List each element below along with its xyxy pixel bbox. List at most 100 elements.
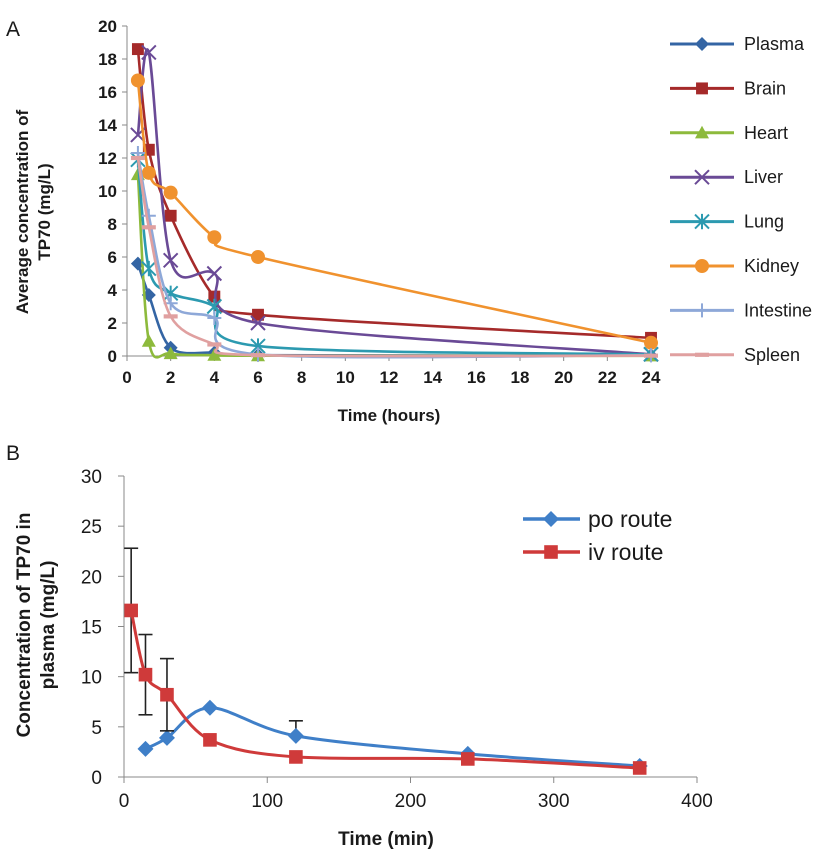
data-point-b bbox=[124, 603, 138, 618]
data-point-a bbox=[252, 308, 264, 321]
y-tick-label-b: 30 bbox=[81, 467, 102, 488]
x-tick-label-a: 22 bbox=[598, 368, 617, 387]
data-point-a bbox=[207, 311, 222, 326]
legend-marker-a bbox=[695, 259, 709, 273]
x-tick-label-a: 14 bbox=[423, 368, 442, 387]
data-point-a bbox=[141, 165, 156, 180]
legend-item-a-intestine: Intestine bbox=[670, 300, 812, 320]
data-point-b bbox=[201, 699, 218, 716]
x-tick-label-a: 12 bbox=[380, 368, 399, 387]
x-tick-label-a: 2 bbox=[166, 368, 175, 387]
x-tick-label-b: 200 bbox=[395, 791, 427, 812]
legend-item-b-iv: iv route bbox=[523, 539, 663, 565]
y-tick-label-b: 10 bbox=[81, 668, 102, 689]
x-tick-label-a: 16 bbox=[467, 368, 486, 387]
legend-label-a: Spleen bbox=[744, 345, 800, 365]
legend-marker-a bbox=[695, 352, 709, 357]
data-point-a bbox=[207, 230, 222, 245]
y-tick-label-a: 12 bbox=[98, 149, 117, 168]
legend-label-b: iv route bbox=[588, 539, 663, 565]
data-point-a bbox=[130, 73, 145, 88]
data-point-b bbox=[203, 733, 217, 747]
y-tick-label-a: 18 bbox=[98, 50, 117, 69]
series-a-lung bbox=[130, 151, 659, 363]
legend-item-a-heart: Heart bbox=[670, 123, 788, 143]
series-a-brain bbox=[131, 43, 657, 344]
y-axis-title-a-line1: Average concentration of bbox=[13, 109, 32, 314]
x-tick-label-b: 300 bbox=[538, 791, 570, 812]
panel-label-b: B bbox=[6, 442, 20, 465]
y-tick-label-a: 14 bbox=[98, 116, 117, 135]
data-point-a bbox=[162, 252, 179, 269]
data-point-b bbox=[160, 687, 174, 702]
x-tick-label-a: 20 bbox=[554, 368, 573, 387]
legend-marker-a bbox=[696, 82, 708, 95]
data-point-a bbox=[644, 335, 658, 350]
legend-marker-a bbox=[694, 213, 710, 230]
data-point-b bbox=[287, 727, 304, 744]
legend-label-a: Liver bbox=[744, 167, 783, 187]
data-point-a bbox=[141, 225, 156, 230]
data-point-a bbox=[130, 155, 145, 161]
y-tick-label-b: 5 bbox=[91, 718, 102, 739]
y-tick-label-b: 25 bbox=[81, 517, 102, 538]
legend-label-b: po route bbox=[588, 506, 672, 532]
legend-label-a: Heart bbox=[744, 123, 788, 143]
legend-marker-a bbox=[694, 169, 710, 185]
series-b-iv bbox=[124, 547, 647, 775]
x-tick-label-a: 0 bbox=[122, 368, 131, 387]
x-tick-label-b: 400 bbox=[681, 791, 713, 812]
x-tick-label-a: 18 bbox=[511, 368, 530, 387]
data-point-a bbox=[207, 342, 222, 347]
data-point-a bbox=[206, 265, 223, 282]
legend-b: po route iv route bbox=[523, 506, 672, 565]
y-axis-title-a-line2: TP70 (mg/L) bbox=[35, 163, 54, 260]
legend-item-a-liver: Liver bbox=[670, 167, 783, 187]
y-tick-label-a: 20 bbox=[98, 17, 117, 36]
data-point-a bbox=[141, 44, 157, 61]
x-tick-label-a: 8 bbox=[297, 368, 306, 387]
y-tick-label-b: 15 bbox=[81, 618, 102, 639]
y-tick-label-b: 0 bbox=[91, 768, 102, 789]
y-tick-label-a: 0 bbox=[108, 347, 117, 366]
y-axis-title-b: Concentration of TP70 in plasma (mg/L) bbox=[14, 513, 59, 738]
legend-marker-a bbox=[695, 125, 709, 139]
y-axis-title-b-line2: plasma (mg/L) bbox=[38, 561, 59, 690]
x-tick-label-b: 100 bbox=[251, 791, 283, 812]
data-point-a bbox=[163, 346, 178, 360]
data-point-a bbox=[163, 185, 178, 200]
legend-label-a: Intestine bbox=[744, 300, 812, 320]
legend-label-a: Lung bbox=[744, 212, 784, 232]
y-tick-label-a: 10 bbox=[98, 182, 117, 201]
data-point-b bbox=[461, 752, 475, 766]
y-axis-title-a: Average concentration of TP70 (mg/L) bbox=[13, 109, 54, 314]
data-point-a bbox=[141, 334, 156, 347]
x-tick-label-b: 0 bbox=[119, 791, 130, 812]
legend-a: Plasma Brain Heart Liver Lung Kidney Intestine… bbox=[670, 34, 812, 365]
legend-item-a-plasma: Plasma bbox=[670, 34, 805, 54]
data-point-a bbox=[163, 314, 178, 319]
series-a-kidney bbox=[130, 73, 658, 350]
data-point-a bbox=[251, 250, 265, 264]
data-point-a bbox=[207, 348, 222, 361]
data-point-a bbox=[131, 43, 144, 56]
legend-label-a: Plasma bbox=[744, 34, 805, 54]
y-tick-label-a: 2 bbox=[108, 314, 117, 333]
data-point-a bbox=[644, 353, 658, 358]
y-tick-label-a: 8 bbox=[108, 215, 117, 234]
legend-marker-a bbox=[695, 37, 709, 51]
x-tick-label-a: 10 bbox=[336, 368, 355, 387]
data-point-a bbox=[250, 315, 266, 331]
y-axis-title-b-line1: Concentration of TP70 in bbox=[14, 513, 35, 738]
legend-item-a-spleen: Spleen bbox=[670, 345, 800, 365]
series-b bbox=[124, 547, 648, 775]
data-point-b bbox=[138, 667, 153, 682]
y-tick-label-a: 4 bbox=[108, 281, 118, 300]
data-point-b bbox=[158, 729, 175, 746]
series-a-liver bbox=[130, 44, 659, 363]
data-point-a bbox=[164, 209, 177, 222]
legend-item-a-lung: Lung bbox=[670, 212, 784, 232]
